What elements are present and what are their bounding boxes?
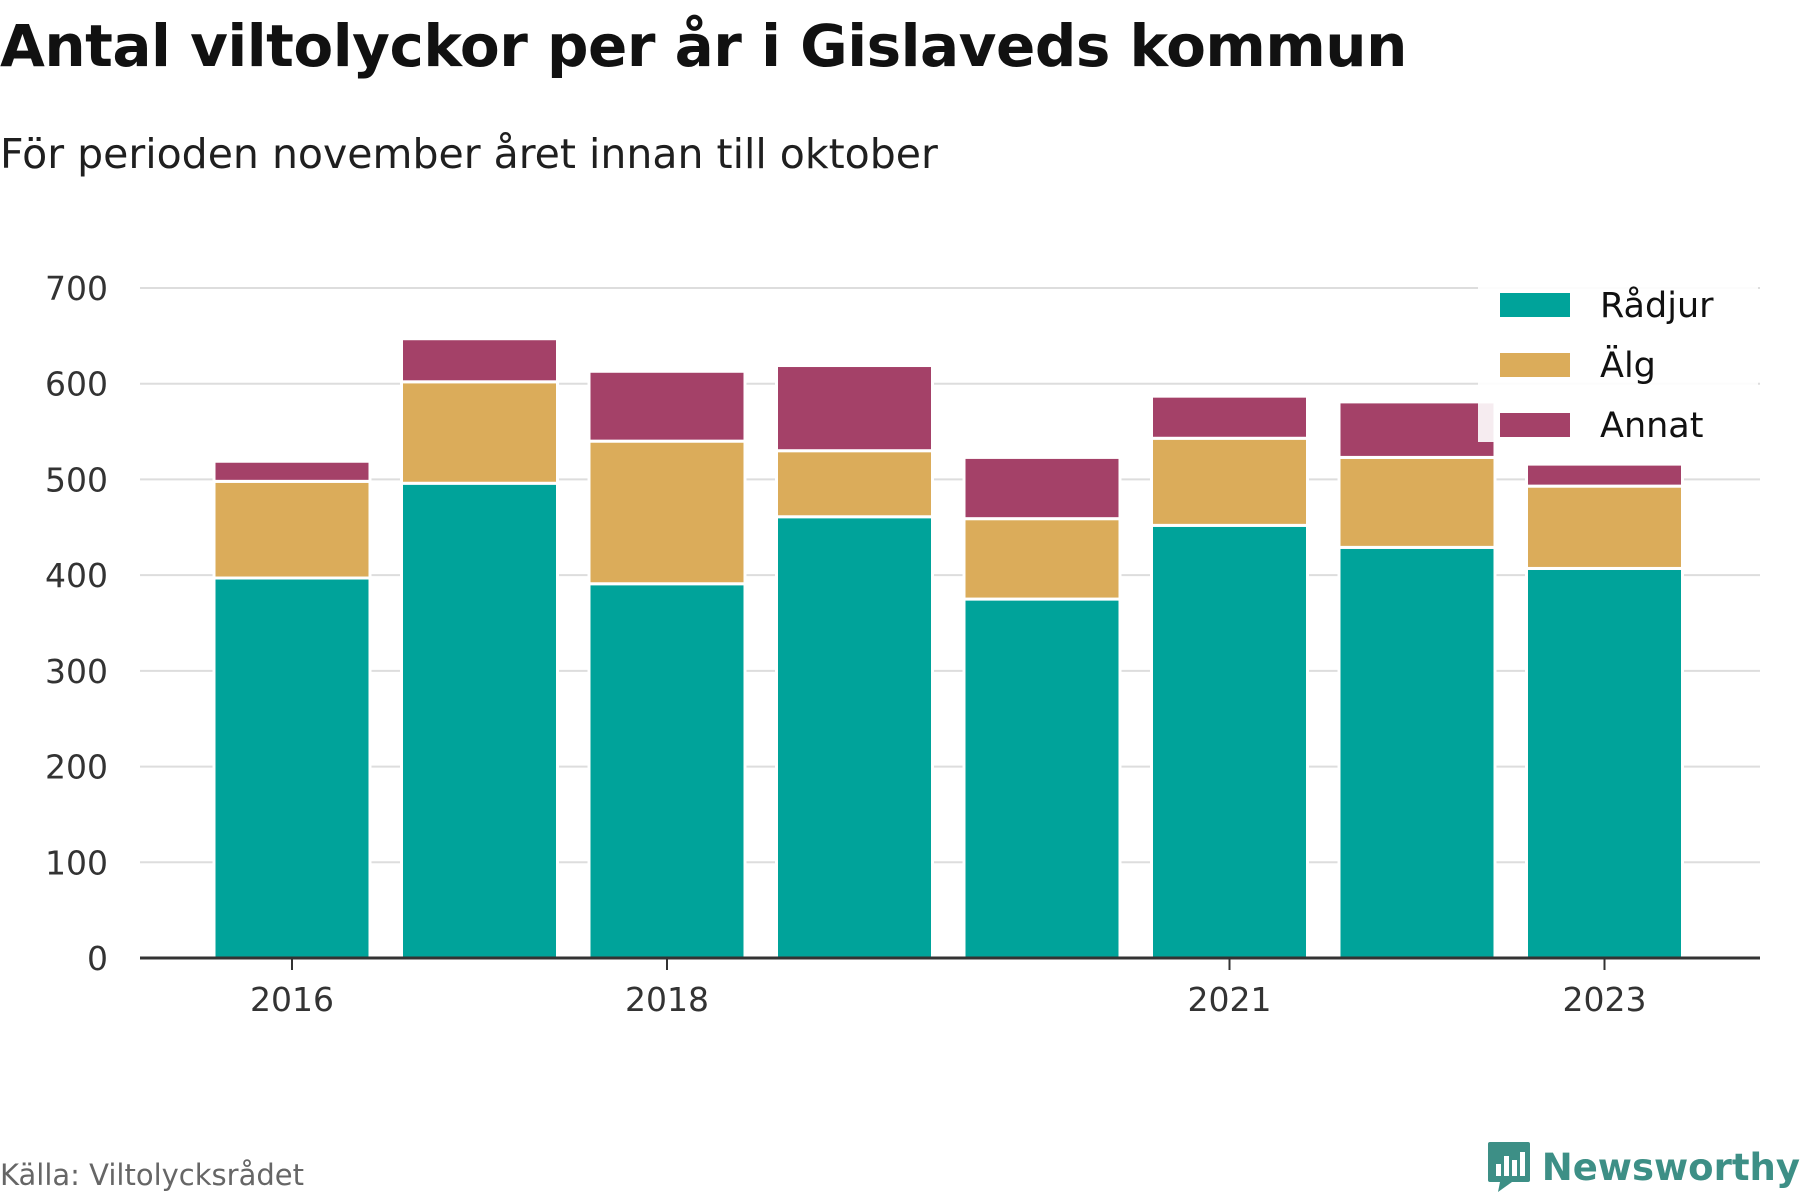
chart-subtitle: För perioden november året innan till ok… [0,130,938,178]
newsworthy-logo-icon [1487,1142,1530,1192]
bar-segment-älg [1150,436,1309,527]
bar-segment-rådjur [212,576,372,960]
legend-label: Älg [1600,344,1656,386]
bar-segment-älg [212,479,372,580]
legend-label: Rådjur [1600,285,1714,326]
bar-segment-rådjur [1150,523,1309,960]
legend-label: Annat [1600,406,1703,446]
y-axis-tick-labels: 0 100 200 300 400 500 600 700 [45,269,108,978]
legend-background [1478,262,1758,442]
bar-stack-2019 [775,364,934,960]
bar-segment-annat [212,459,372,483]
legend-swatch-älg [1500,353,1570,377]
bar-segment-rådjur [1525,566,1684,960]
bar-stack-2023 [1525,462,1684,960]
bar-segment-rådjur [587,582,747,960]
y-tick-label: 500 [45,460,108,499]
bar-segment-älg [775,449,934,519]
x-axis: 2016 2018 2021 2023 [140,956,1760,1019]
chart-title: Antal viltolyckor per år i Gislaveds kom… [0,12,1407,80]
bar-segment-annat [775,364,934,453]
legend: Rådjur Älg Annat [1478,262,1758,446]
y-tick-label: 600 [45,365,108,404]
bar-stack-2018 [587,369,747,960]
bars [212,337,1684,960]
legend-swatch-annat [1500,413,1570,437]
legend-swatch-rådjur [1500,293,1570,317]
bar-stack-2016 [212,459,372,960]
bar-segment-älg [1525,484,1684,570]
bar-segment-annat [1525,462,1684,488]
bar-segment-rådjur [400,481,559,960]
bar-segment-annat [1150,394,1309,440]
bar-stack-2021 [1150,394,1309,960]
x-tick-label: 2023 [1563,980,1647,1019]
bar-segment-rådjur [962,597,1122,960]
x-tick-label: 2016 [250,980,334,1019]
y-tick-label: 200 [45,748,108,787]
bar-segment-älg [1337,455,1497,549]
y-tick-label: 0 [87,939,108,978]
bar-segment-annat [587,369,747,443]
bar-segment-rådjur [1337,545,1497,960]
x-tick-label: 2018 [625,980,709,1019]
bar-segment-älg [587,439,747,586]
y-tick-label: 300 [45,652,108,691]
y-tick-label: 700 [45,269,108,308]
bar-segment-rådjur [775,515,934,960]
bar-stack-2020 [962,455,1122,960]
brand-name: Newsworthy [1541,1145,1800,1189]
source-note: Källa: Viltolycksrådet [0,1158,304,1192]
bar-segment-annat [962,455,1122,521]
bar-segment-annat [400,337,559,384]
x-tick-label: 2021 [1188,980,1272,1019]
bar-segment-älg [400,380,559,485]
brand-logo: Newsworthy [1486,1140,1800,1194]
bar-segment-annat [1337,400,1497,459]
bar-stack-2022 [1337,400,1497,960]
y-tick-label: 100 [45,843,108,882]
bar-segment-älg [962,517,1122,601]
y-tick-label: 400 [45,556,108,595]
bar-stack-2017 [400,337,559,960]
